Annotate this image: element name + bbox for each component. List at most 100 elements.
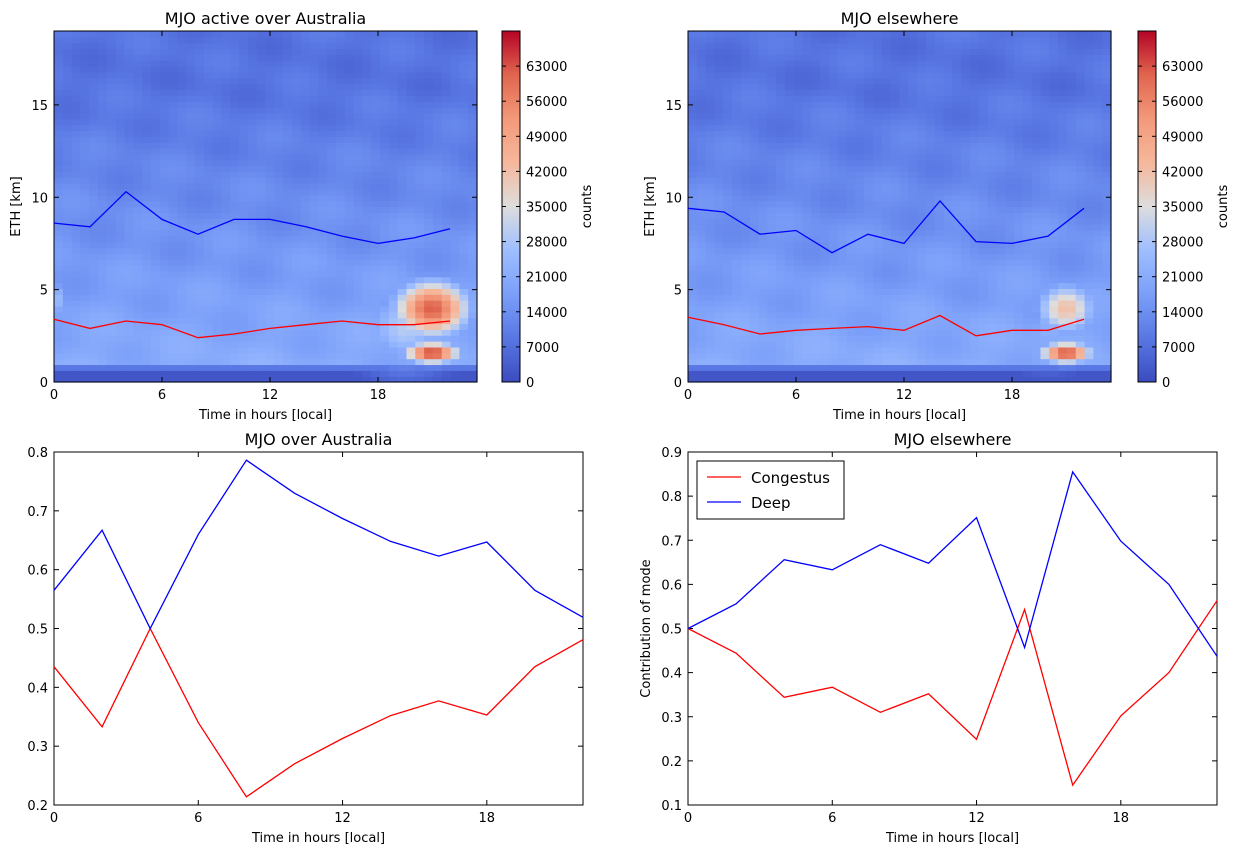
heatmap-cell [177, 83, 187, 91]
heatmap-cell [740, 60, 751, 67]
heatmap-cell [195, 153, 205, 161]
heatmap-cell [388, 265, 399, 272]
heatmap-cell [106, 253, 117, 260]
heatmap-cell [89, 247, 99, 254]
heatmap-cell [124, 364, 134, 371]
heatmap-cell [265, 241, 275, 249]
heatmap-cell [115, 294, 126, 301]
heatmap-cell [388, 188, 399, 196]
heatmap-cell [688, 83, 698, 91]
heatmap-cell [221, 276, 231, 284]
heatmap-cell [300, 31, 311, 38]
heatmap-cell [424, 171, 434, 178]
heatmap-cell [705, 346, 716, 354]
heatmap-cell [846, 364, 857, 371]
heatmap-cell [705, 89, 716, 96]
heatmap-cell [71, 341, 82, 348]
heatmap-cell [925, 183, 936, 190]
heatmap-cell [203, 83, 214, 91]
heatmap-cell [265, 188, 275, 196]
heatmap-cell [829, 323, 839, 330]
heatmap-cell [793, 165, 804, 172]
heatmap-cell [318, 206, 328, 213]
heatmap-cell [115, 159, 126, 167]
heatmap-cell [89, 130, 99, 137]
heatmap-cell [406, 66, 416, 73]
heatmap-cell [450, 323, 460, 330]
heatmap-cell [424, 107, 434, 114]
heatmap-cell [864, 265, 874, 272]
heatmap-cell [344, 130, 355, 137]
heatmap-cell [247, 153, 258, 161]
heatmap-cell [371, 54, 381, 61]
heatmap-cell [934, 364, 945, 371]
heatmap-cell [291, 107, 302, 114]
heatmap-cell [802, 276, 812, 284]
heatmap-cell [54, 305, 64, 313]
heatmap-cell [309, 200, 319, 208]
heatmap-cell [468, 259, 478, 266]
heatmap-cell [230, 165, 240, 172]
heatmap-cell [767, 36, 777, 44]
heatmap-cell [873, 300, 883, 307]
heatmap-cell [300, 118, 311, 126]
heatmap-cell [811, 177, 821, 184]
heatmap-cell [54, 212, 64, 219]
heatmap-cell [873, 124, 883, 132]
heatmap-cell [371, 329, 381, 336]
heatmap-cell [846, 247, 857, 254]
heatmap-cell [239, 83, 249, 91]
heatmap-cell [318, 270, 328, 278]
heatmap-cell [239, 71, 249, 79]
heatmap-cell [696, 194, 707, 202]
heatmap-cell [380, 335, 390, 342]
heatmap-cell [203, 148, 214, 155]
heatmap-cell [837, 165, 848, 172]
heatmap-cell [362, 294, 372, 301]
heatmap-cell [468, 317, 478, 325]
heatmap-cell [124, 60, 134, 67]
heatmap-cell [820, 130, 830, 137]
heatmap-cell [54, 358, 64, 366]
heatmap-cell [89, 118, 99, 126]
heatmap-cell [758, 305, 768, 313]
heatmap-cell [908, 270, 918, 278]
heatmap-cell [212, 270, 223, 278]
heatmap-cell [124, 118, 134, 126]
heatmap-cell [441, 346, 452, 354]
heatmap-cell [846, 212, 857, 219]
heatmap-cell [943, 153, 953, 161]
heatmap-cell [98, 294, 108, 301]
heatmap-cell [846, 241, 857, 249]
heatmap-cell [115, 71, 126, 79]
heatmap-cell [327, 323, 337, 330]
heatmap-cell [388, 229, 399, 237]
heatmap-cell [696, 311, 707, 319]
heatmap-cell [873, 54, 883, 61]
heatmap-cell [186, 311, 196, 319]
heatmap-cell [873, 335, 883, 342]
heatmap-cell [802, 124, 812, 132]
heatmap-cell [890, 282, 901, 289]
heatmap-cell [150, 323, 161, 330]
heatmap-cell [291, 142, 302, 149]
heatmap-cell [106, 153, 117, 161]
heatmap-cell [688, 370, 698, 377]
heatmap-cell [150, 177, 161, 184]
heatmap-cell [203, 42, 214, 50]
heatmap-cell [837, 153, 848, 161]
heatmap-cell [811, 71, 821, 79]
heatmap-cell [203, 48, 214, 55]
heatmap-cell [283, 177, 293, 184]
heatmap-cell [881, 270, 892, 278]
heatmap-cell [688, 200, 698, 208]
heatmap-cell [221, 305, 231, 313]
heatmap-cell [811, 346, 821, 354]
heatmap-cell [397, 341, 408, 348]
heatmap-cell [952, 159, 962, 167]
heatmap-cell [230, 294, 240, 301]
heatmap-cell [380, 107, 390, 114]
heatmap-cell [133, 358, 143, 366]
heatmap-cell [802, 130, 812, 137]
heatmap-cell [142, 42, 152, 50]
